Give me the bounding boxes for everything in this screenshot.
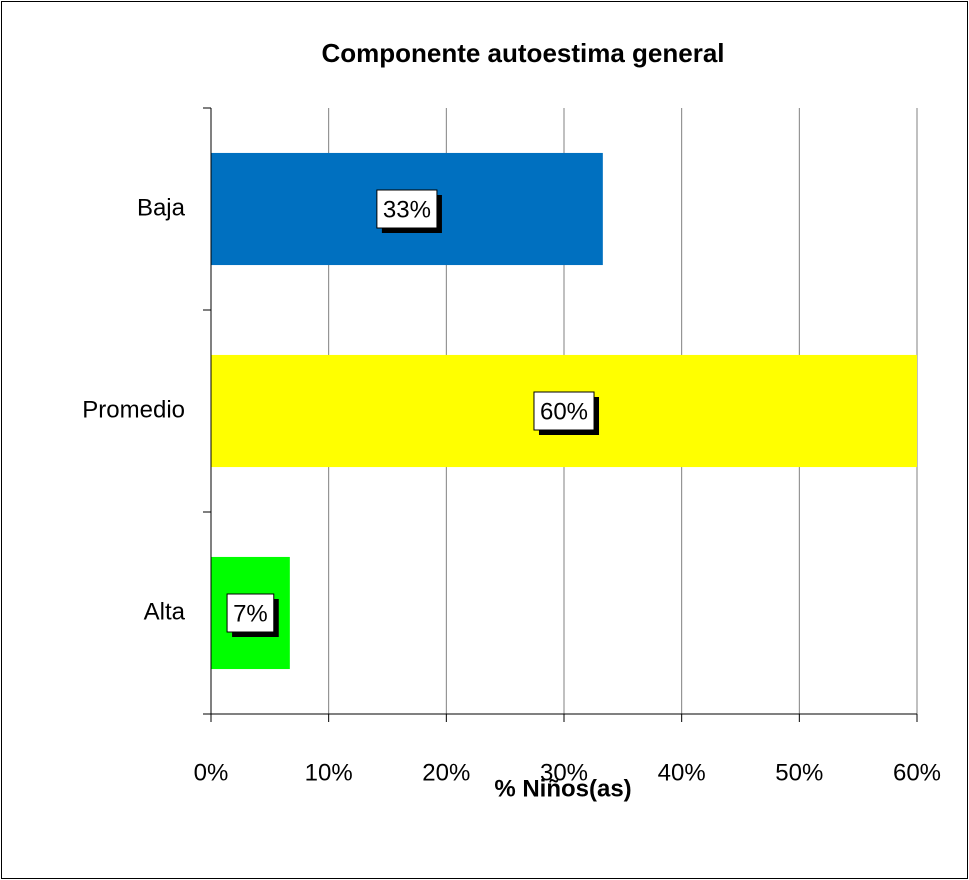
x-tick-label: 0% xyxy=(194,759,229,786)
x-tick-label: 30% xyxy=(540,759,588,786)
data-label-box xyxy=(376,189,438,229)
x-tick-label: 10% xyxy=(305,759,353,786)
y-tick-label: Promedio xyxy=(82,396,185,423)
data-label-box xyxy=(226,593,275,633)
x-tick-label: 40% xyxy=(658,759,706,786)
data-label: 33% xyxy=(383,196,431,223)
data-label: 7% xyxy=(233,600,268,627)
data-label: 60% xyxy=(540,398,588,425)
x-axis-label: % Niños(as) xyxy=(494,775,631,802)
y-tick-label: Baja xyxy=(137,194,186,221)
x-tick-label: 20% xyxy=(422,759,470,786)
chart-title: Componente autoestima general xyxy=(321,38,724,68)
y-tick-label: Alta xyxy=(144,598,186,625)
x-tick-label: 50% xyxy=(775,759,823,786)
data-label-box xyxy=(533,391,595,431)
x-tick-label: 60% xyxy=(893,759,941,786)
